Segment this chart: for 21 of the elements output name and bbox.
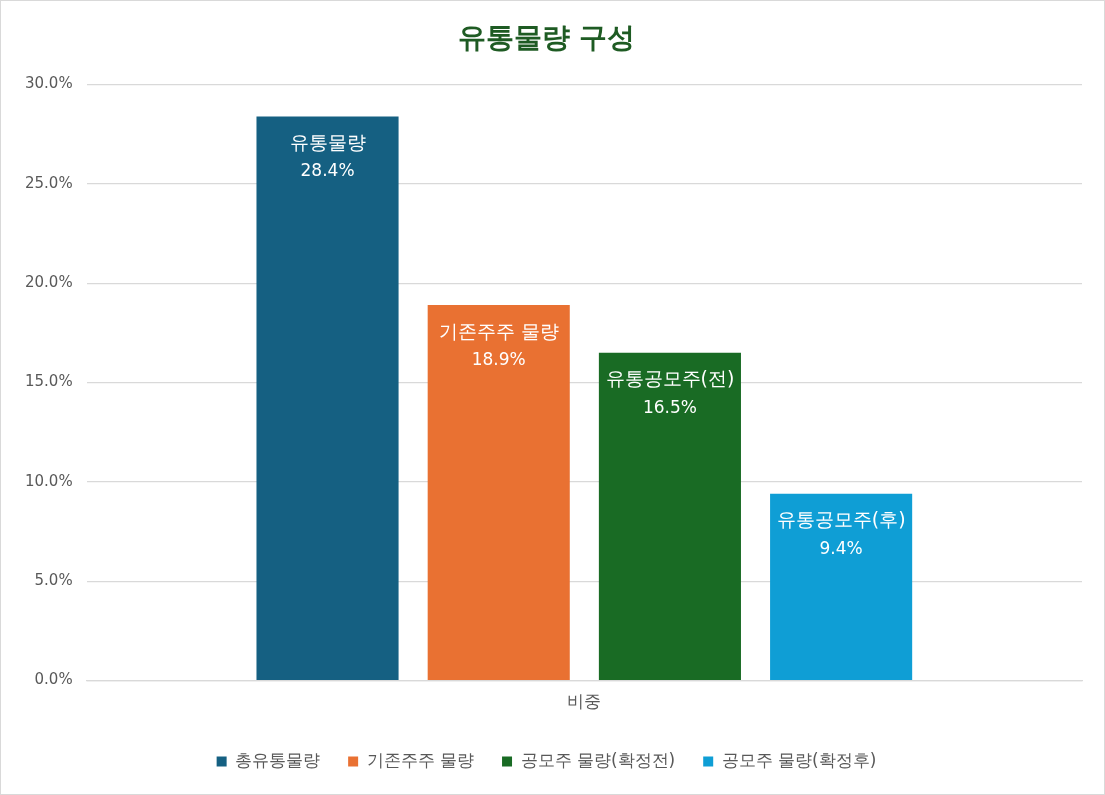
x-tick-label: 비중: [567, 691, 602, 712]
legend-label: 총유통물량: [235, 749, 321, 770]
legend-label: 공모주 물량(확정전): [520, 749, 676, 770]
chart-title: 유통물량 구성: [457, 21, 636, 55]
y-tick-label: 0.0%: [34, 670, 73, 689]
y-tick-label: 15.0%: [25, 372, 73, 391]
y-tick-label: 20.0%: [25, 273, 73, 292]
y-tick-label: 5.0%: [34, 571, 73, 590]
bar: [770, 493, 913, 680]
data-label: 유통공모주(후) 9.4%: [776, 508, 906, 558]
bar: [427, 305, 570, 680]
legend-label: 기존주주 물량: [366, 749, 475, 770]
legend-label: 공모주 물량(확정후): [721, 749, 877, 770]
y-tick-label: 30.0%: [25, 74, 73, 93]
data-label: 유통공모주(전) 16.5%: [605, 367, 735, 417]
bar: [598, 352, 741, 680]
bar: [256, 116, 399, 680]
y-tick-label: 25.0%: [25, 173, 73, 192]
data-label: 유통물량 28.4%: [289, 130, 366, 181]
data-label: 기존주주 물량 18.9%: [438, 319, 559, 370]
y-tick-label: 10.0%: [25, 471, 73, 490]
